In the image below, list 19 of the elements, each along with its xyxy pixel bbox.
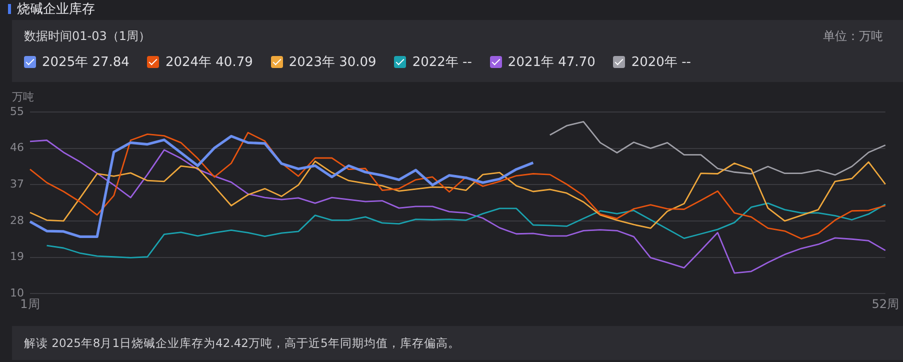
text: 解读 2025年8月1日烧碱企业库存为42.42万吨，高于近5年同期均值，库存偏高。 — [24, 336, 460, 350]
y-tick-label: 46 — [10, 141, 24, 154]
y-axis-title: 万吨 — [12, 90, 34, 104]
chart-title: 烧碱企业库存 — [17, 1, 95, 18]
legend-label: 2020年 -- — [631, 54, 691, 71]
legend-label: 2022年 -- — [412, 54, 472, 71]
legend-label: 2024年 40.79 — [165, 54, 253, 71]
x-tick-label: 52周 — [872, 296, 900, 311]
y-tick-label: 37 — [10, 178, 24, 190]
y-tick-label: 55 — [10, 104, 24, 118]
x-tick-label: 1周 — [20, 296, 40, 311]
y-tick-label: 28 — [10, 214, 24, 227]
legend-label: 2025年 27.84 — [42, 54, 130, 71]
legend-label: 2023年 30.09 — [288, 54, 376, 71]
chart-subtitle: 数据时间01-03（1周） — [24, 28, 151, 45]
legend-label: 2021年 47.70 — [508, 54, 596, 71]
y-tick-label: 10 — [10, 286, 24, 300]
y-tick-label: 19 — [10, 250, 24, 264]
text: 单位：万吨 — [823, 28, 883, 45]
